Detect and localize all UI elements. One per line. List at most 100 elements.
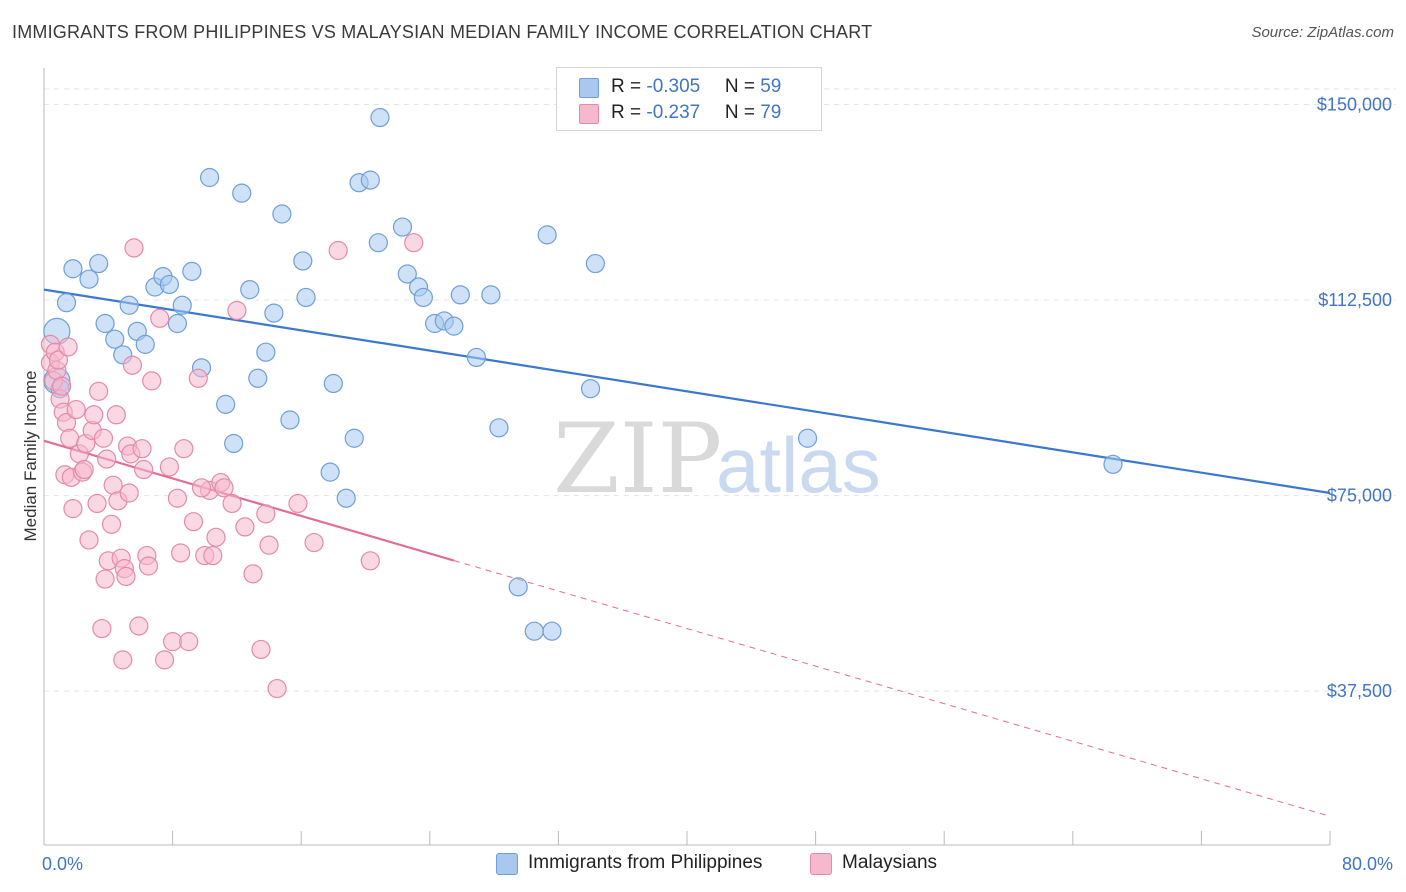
point-philippines [323, 373, 343, 394]
point-malaysians [259, 535, 279, 555]
point-malaysians [97, 449, 117, 469]
point-philippines [1103, 454, 1123, 474]
point-philippines [466, 347, 487, 368]
point-philippines [336, 488, 356, 508]
point-malaysians [328, 240, 348, 261]
legend-r-label: R = [611, 76, 647, 97]
point-philippines [397, 264, 417, 284]
point-philippines [524, 621, 544, 641]
legend-n-label: N = [724, 102, 761, 123]
point-malaysians [150, 308, 170, 328]
point-philippines [248, 368, 268, 388]
point-malaysians [122, 355, 143, 375]
point-malaysians [304, 532, 324, 553]
point-philippines [293, 251, 313, 271]
watermark-zip: ZIP [553, 403, 722, 515]
point-philippines [344, 428, 364, 448]
point-malaysians [142, 371, 162, 391]
point-malaysians [106, 405, 126, 425]
legend-r-value: -0.305 [646, 76, 701, 97]
series-label-malaysians: Malaysians [842, 852, 938, 873]
point-philippines [63, 259, 83, 279]
point-malaysians [58, 337, 78, 357]
point-philippines [119, 295, 139, 315]
point-malaysians [138, 556, 159, 576]
legend-n-label: N = [724, 76, 761, 97]
point-philippines [79, 269, 99, 289]
point-malaysians [60, 428, 80, 448]
point-philippines [159, 274, 179, 295]
point-philippines [370, 107, 390, 128]
point-malaysians [222, 493, 242, 514]
axes [43, 68, 1331, 846]
data-points [40, 107, 1123, 699]
point-malaysians [119, 483, 139, 503]
point-philippines [580, 379, 601, 399]
y-tick-label: $112,500 [1318, 290, 1392, 310]
point-malaysians [243, 564, 263, 584]
y-axis-label: Median Family Income [21, 370, 40, 541]
point-malaysians [267, 678, 287, 699]
point-malaysians [87, 493, 107, 514]
point-philippines [320, 462, 340, 482]
point-philippines [105, 329, 125, 349]
legend-swatch-malaysians [579, 104, 599, 124]
point-malaysians [66, 399, 86, 420]
point-philippines [172, 295, 192, 315]
point-malaysians [227, 300, 247, 321]
trend-line-malaysians-extension [453, 560, 1331, 817]
point-philippines [542, 621, 562, 641]
y-tick-label: $37,500 [1327, 681, 1392, 701]
series-swatch-malaysians [810, 853, 832, 875]
point-malaysians [134, 459, 154, 480]
point-philippines [368, 233, 388, 253]
point-malaysians [174, 439, 194, 459]
point-malaysians [74, 459, 94, 480]
x-tick-label: 80.0% [1342, 854, 1393, 874]
watermark-atlas: atlas [716, 421, 881, 509]
point-malaysians [179, 632, 199, 652]
x-tick-label: 0.0% [42, 854, 83, 874]
point-philippines [360, 170, 380, 190]
point-malaysians [101, 514, 122, 534]
point-philippines [296, 287, 316, 308]
point-malaysians [360, 551, 380, 571]
legend-n-value: 79 [760, 102, 782, 123]
point-philippines [537, 225, 557, 245]
legend-swatch-philippines [579, 78, 599, 98]
point-philippines [797, 428, 818, 448]
point-malaysians [159, 457, 179, 477]
y-tick-label: $150,000 [1317, 95, 1392, 115]
point-philippines [508, 577, 528, 597]
axis-labels: $37,500 $75,000 $112,500 $150,000 0.0% 80.0% M… [21, 95, 1393, 874]
point-philippines [272, 204, 292, 224]
legend-r-label: R = [611, 102, 647, 123]
point-philippines [481, 285, 501, 305]
point-malaysians [171, 543, 191, 563]
point-philippines [167, 313, 188, 334]
chart-source: Source: ZipAtlas.com [1251, 24, 1394, 41]
point-philippines [264, 303, 284, 323]
point-malaysians [93, 428, 114, 448]
point-philippines [224, 433, 244, 454]
point-malaysians [288, 493, 308, 514]
grid-lines [44, 88, 1396, 692]
point-malaysians [89, 381, 109, 401]
point-malaysians [52, 376, 72, 396]
point-malaysians [404, 233, 424, 253]
point-malaysians [132, 439, 152, 459]
point-philippines [56, 293, 77, 313]
point-malaysians [214, 478, 234, 498]
point-philippines [413, 287, 433, 308]
point-philippines [232, 183, 252, 203]
point-malaysians [116, 566, 136, 587]
point-malaysians [48, 350, 69, 370]
point-malaysians [188, 368, 208, 388]
point-malaysians [95, 569, 115, 589]
trend-lines [43, 288, 1331, 817]
point-malaysians [84, 405, 104, 425]
point-malaysians [203, 545, 223, 566]
point-philippines [489, 418, 509, 438]
point-philippines [450, 285, 470, 305]
point-malaysians [113, 650, 133, 670]
